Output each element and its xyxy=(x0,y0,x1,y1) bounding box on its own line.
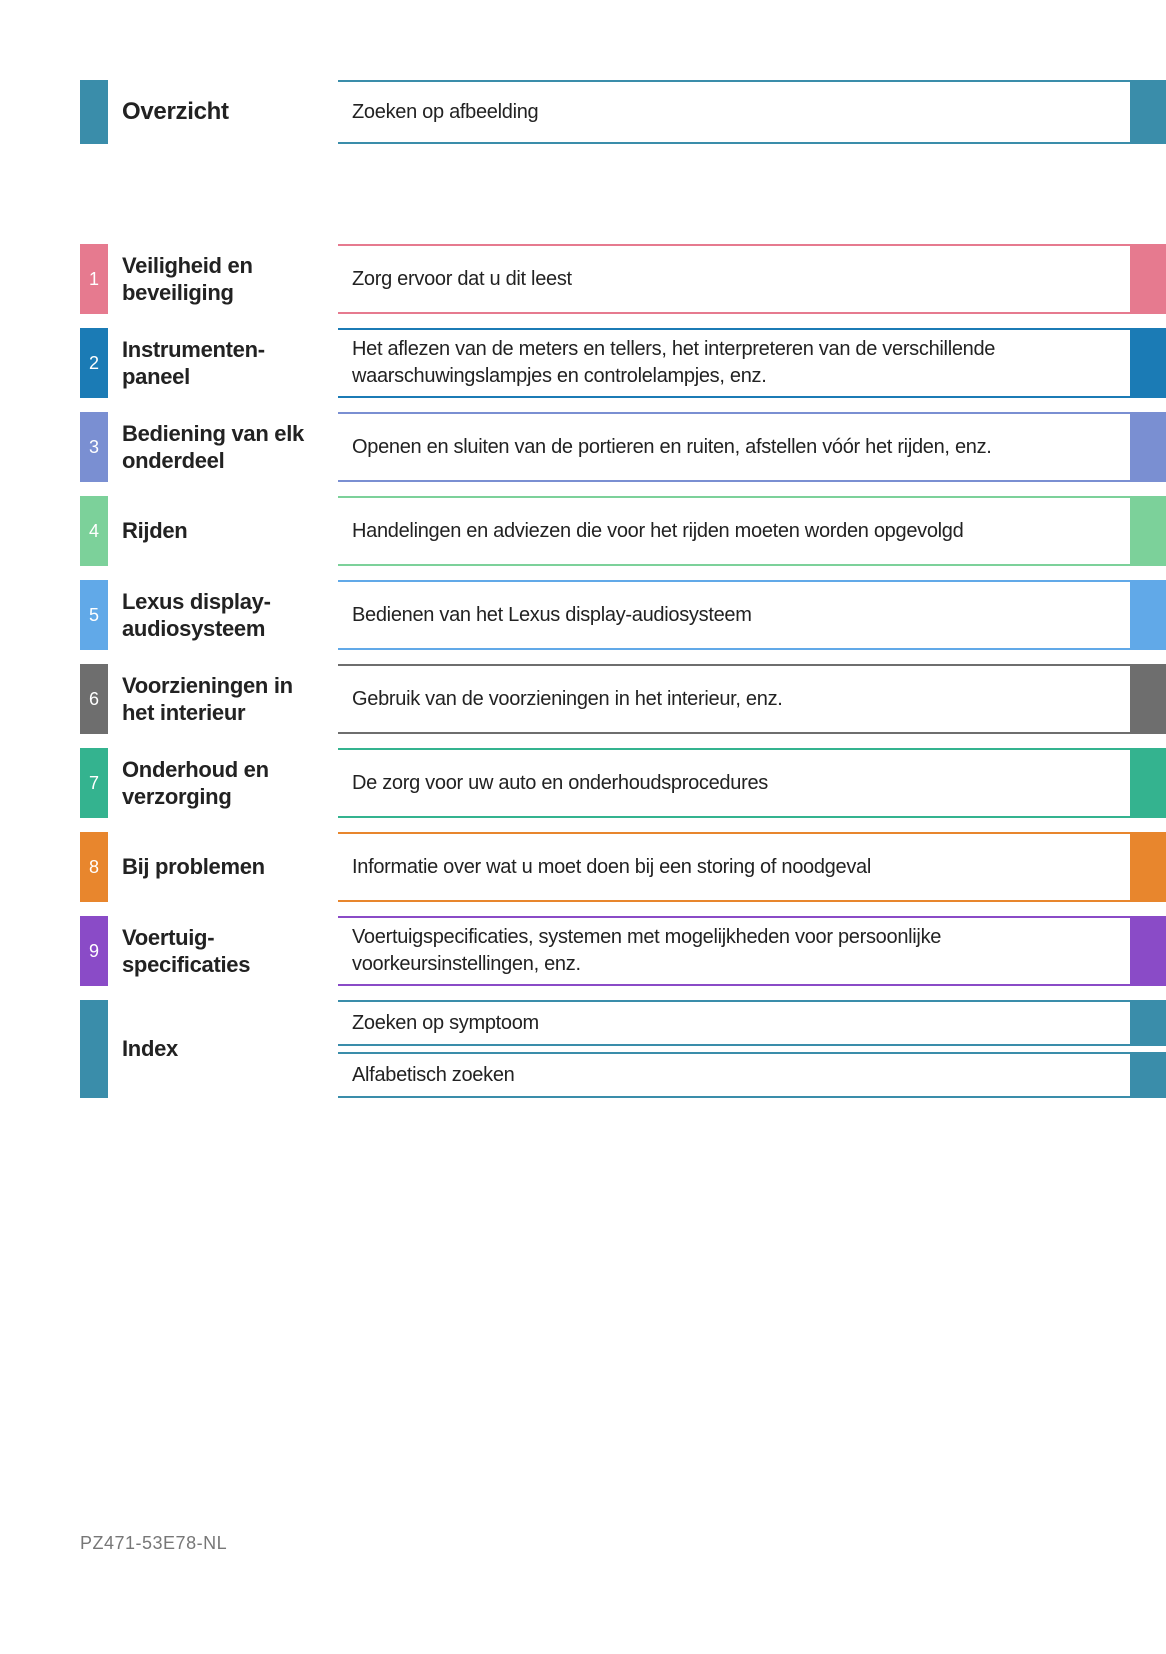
section-row: 2Instrumenten-paneelHet aflezen van de m… xyxy=(80,328,1166,398)
section-title: Rijden xyxy=(108,496,338,566)
section-desc-wrap: Gebruik van de voorzieningen in het inte… xyxy=(338,664,1166,734)
index-color-bar xyxy=(80,1000,108,1098)
document-code: PZ471-53E78-NL xyxy=(80,1533,227,1554)
header-description: Zoeken op afbeelding xyxy=(338,82,1130,142)
index-desc-1: Zoeken op symptoom xyxy=(338,1002,1130,1044)
index-right-tab xyxy=(1130,1054,1166,1096)
section-row: 6Voorzieningen in het interieurGebruik v… xyxy=(80,664,1166,734)
section-right-tab xyxy=(1130,666,1166,732)
section-number-chip: 3 xyxy=(80,412,108,482)
section-title: Lexus display-audiosysteem xyxy=(108,580,338,650)
section-number-chip: 6 xyxy=(80,664,108,734)
section-number-chip: 4 xyxy=(80,496,108,566)
section-title: Bediening van elk onderdeel xyxy=(108,412,338,482)
header-right-tab xyxy=(1130,82,1166,142)
section-row: 5Lexus display-audiosysteemBedienen van … xyxy=(80,580,1166,650)
header-title: Overzicht xyxy=(108,80,338,144)
section-number-chip: 8 xyxy=(80,832,108,902)
section-title: Onderhoud en verzorging xyxy=(108,748,338,818)
page-content: Overzicht Zoeken op afbeelding 1Veilighe… xyxy=(80,80,1166,1654)
section-description: De zorg voor uw auto en onderhoudsproced… xyxy=(338,750,1130,816)
section-number-chip: 2 xyxy=(80,328,108,398)
section-description: Zorg ervoor dat u dit leest xyxy=(338,246,1130,312)
section-row: 1Veiligheid en beveiligingZorg ervoor da… xyxy=(80,244,1166,314)
section-right-tab xyxy=(1130,414,1166,480)
section-row: 9Voertuig-specificatiesVoertuigspecifica… xyxy=(80,916,1166,986)
section-right-tab xyxy=(1130,246,1166,312)
index-title: Index xyxy=(108,1000,338,1098)
section-description: Gebruik van de voorzieningen in het inte… xyxy=(338,666,1130,732)
section-description: Voertuigspecificaties, systemen met moge… xyxy=(338,918,1130,984)
section-number-chip: 9 xyxy=(80,916,108,986)
section-description: Bedienen van het Lexus display-audiosyst… xyxy=(338,582,1130,648)
section-number-chip: 1 xyxy=(80,244,108,314)
section-description: Openen en sluiten van de portieren en ru… xyxy=(338,414,1130,480)
section-desc-wrap: De zorg voor uw auto en onderhoudsproced… xyxy=(338,748,1166,818)
section-row: 7Onderhoud en verzorgingDe zorg voor uw … xyxy=(80,748,1166,818)
index-desc-row: Alfabetisch zoeken xyxy=(338,1052,1166,1098)
index-right-tab xyxy=(1130,1002,1166,1044)
section-title: Voorzieningen in het interieur xyxy=(108,664,338,734)
section-title: Instrumenten-paneel xyxy=(108,328,338,398)
section-desc-wrap: Openen en sluiten van de portieren en ru… xyxy=(338,412,1166,482)
section-desc-wrap: Informatie over wat u moet doen bij een … xyxy=(338,832,1166,902)
section-description: Handelingen en adviezen die voor het rij… xyxy=(338,498,1130,564)
sections-list: 1Veiligheid en beveiligingZorg ervoor da… xyxy=(80,244,1166,986)
section-desc-wrap: Voertuigspecificaties, systemen met moge… xyxy=(338,916,1166,986)
section-title: Voertuig-specificaties xyxy=(108,916,338,986)
section-right-tab xyxy=(1130,750,1166,816)
section-desc-wrap: Bedienen van het Lexus display-audiosyst… xyxy=(338,580,1166,650)
section-row: 8Bij problemenInformatie over wat u moet… xyxy=(80,832,1166,902)
index-desc-row: Zoeken op symptoom xyxy=(338,1000,1166,1046)
section-right-tab xyxy=(1130,330,1166,396)
section-row: 4RijdenHandelingen en adviezen die voor … xyxy=(80,496,1166,566)
section-row: 3Bediening van elk onderdeelOpenen en sl… xyxy=(80,412,1166,482)
section-right-tab xyxy=(1130,498,1166,564)
index-descriptions: Zoeken op symptoom Alfabetisch zoeken xyxy=(338,1000,1166,1098)
header-desc-wrap: Zoeken op afbeelding xyxy=(338,80,1166,144)
section-desc-wrap: Het aflezen van de meters en tellers, he… xyxy=(338,328,1166,398)
section-title: Bij problemen xyxy=(108,832,338,902)
section-desc-wrap: Zorg ervoor dat u dit leest xyxy=(338,244,1166,314)
section-description: Het aflezen van de meters en tellers, he… xyxy=(338,330,1130,396)
section-number-chip: 7 xyxy=(80,748,108,818)
section-right-tab xyxy=(1130,834,1166,900)
header-row: Overzicht Zoeken op afbeelding xyxy=(80,80,1166,144)
section-right-tab xyxy=(1130,582,1166,648)
section-description: Informatie over wat u moet doen bij een … xyxy=(338,834,1130,900)
header-color-bar xyxy=(80,80,108,144)
section-number-chip: 5 xyxy=(80,580,108,650)
section-desc-wrap: Handelingen en adviezen die voor het rij… xyxy=(338,496,1166,566)
section-right-tab xyxy=(1130,918,1166,984)
index-desc-2: Alfabetisch zoeken xyxy=(338,1054,1130,1096)
index-row: Index Zoeken op symptoom Alfabetisch zoe… xyxy=(80,1000,1166,1098)
section-title: Veiligheid en beveiliging xyxy=(108,244,338,314)
